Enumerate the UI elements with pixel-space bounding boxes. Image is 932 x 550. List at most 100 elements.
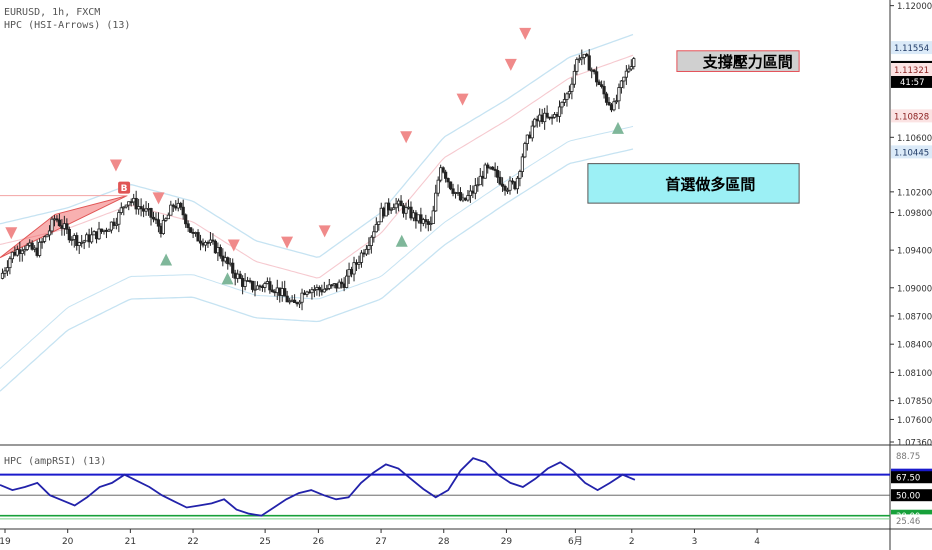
candle-body	[540, 114, 544, 123]
sell-arrow-icon	[504, 58, 517, 71]
candle-body	[134, 197, 138, 210]
time-tick-label: 20	[62, 537, 74, 547]
price-tick-label: 1.12000	[897, 2, 932, 12]
candle-body	[201, 242, 205, 246]
candle-body	[245, 280, 250, 283]
support-zone	[587, 163, 800, 204]
candle-body	[189, 227, 193, 233]
price-tick-label: 1.07600	[897, 416, 932, 426]
candle-body	[557, 106, 562, 117]
price-tick-label: 1.07850	[897, 397, 932, 407]
candle-body	[179, 202, 183, 208]
candle-body	[486, 164, 490, 169]
candle-body	[223, 257, 227, 262]
price-badge-res-low	[891, 62, 932, 76]
candle-body	[198, 240, 203, 244]
oscillator-legend: HPC (ampRSI) (13)	[4, 456, 107, 467]
osc-badge-text: 88.75	[896, 452, 920, 462]
price-badge-band-mid	[891, 109, 932, 123]
candle-body	[498, 176, 502, 185]
candle-body	[488, 166, 492, 169]
candle-body	[102, 229, 106, 232]
candle-body	[117, 212, 121, 225]
time-tick-label: 2	[629, 537, 635, 547]
candle-body	[609, 104, 614, 111]
candle-body	[5, 267, 10, 272]
candle-body	[369, 236, 373, 246]
candle-body	[483, 164, 487, 179]
candle-body	[446, 178, 450, 183]
candle-body	[461, 197, 465, 201]
candle-body	[255, 285, 260, 290]
time-tick-label: 21	[125, 537, 136, 547]
candle-body	[389, 208, 393, 211]
price-tick-label: 1.08400	[897, 341, 932, 351]
candle-body	[500, 183, 505, 187]
candle-body	[3, 270, 7, 274]
candle-body	[149, 208, 153, 218]
candle-body	[42, 236, 47, 242]
candle-body	[70, 239, 74, 241]
candle-body	[129, 201, 133, 204]
candle-body	[632, 58, 636, 68]
candle-body	[196, 232, 200, 242]
candle-body	[161, 219, 165, 234]
candle-body	[107, 229, 111, 232]
candle-body	[146, 208, 151, 210]
candle-body	[144, 208, 148, 212]
candle-body	[33, 247, 37, 250]
candle-body	[352, 262, 356, 275]
candle-body	[580, 57, 584, 60]
candle-body	[505, 189, 510, 192]
candle-body	[332, 283, 336, 286]
candle-body	[174, 205, 178, 209]
candle-body	[315, 287, 319, 290]
candle-body	[193, 232, 198, 234]
candle-body	[362, 252, 366, 255]
candle-body	[595, 71, 599, 83]
candle-body	[401, 205, 406, 214]
candle-body	[226, 257, 230, 265]
candle-body	[302, 292, 307, 295]
candle-body	[629, 66, 633, 70]
candles	[0, 49, 636, 311]
candle-body	[468, 190, 472, 196]
candle-body	[572, 70, 576, 85]
b-marker-label: B	[121, 184, 128, 194]
band-lower-inner-line	[0, 125, 634, 369]
candle-body	[310, 289, 314, 294]
candle-body	[535, 118, 539, 122]
candle-body	[55, 218, 59, 221]
candle-body	[585, 53, 589, 57]
price-badge-text: 1.11321	[894, 66, 929, 76]
price-badge-text: 1.10445	[894, 148, 929, 158]
candle-body	[258, 285, 262, 288]
candle-body	[392, 207, 396, 210]
candle-body	[359, 252, 364, 263]
band-upper-inner-line	[0, 54, 634, 279]
candle-body	[414, 212, 418, 222]
candle-body	[565, 93, 569, 100]
time-tick-label: 6月	[568, 536, 583, 547]
candle-body	[231, 262, 235, 274]
candle-body	[75, 235, 79, 246]
candle-body	[607, 101, 611, 106]
time-tick-label: 27	[375, 537, 386, 547]
candle-body	[491, 166, 495, 170]
candle-body	[555, 114, 559, 117]
candle-body	[0, 272, 5, 279]
buy-arrow-icon	[611, 121, 624, 134]
candle-body	[384, 202, 388, 217]
candle-body	[411, 212, 416, 219]
band-upper-line	[0, 33, 634, 258]
time-tick-label: 26	[313, 537, 325, 547]
indicator-legend: HPC (HSI-Arrows) (13)	[4, 20, 131, 31]
candle-body	[233, 272, 237, 279]
candle-body	[307, 291, 312, 294]
candle-body	[364, 248, 369, 255]
candle-body	[439, 167, 443, 181]
candle-body	[406, 206, 411, 209]
candle-body	[548, 116, 552, 119]
candle-body	[203, 242, 208, 246]
